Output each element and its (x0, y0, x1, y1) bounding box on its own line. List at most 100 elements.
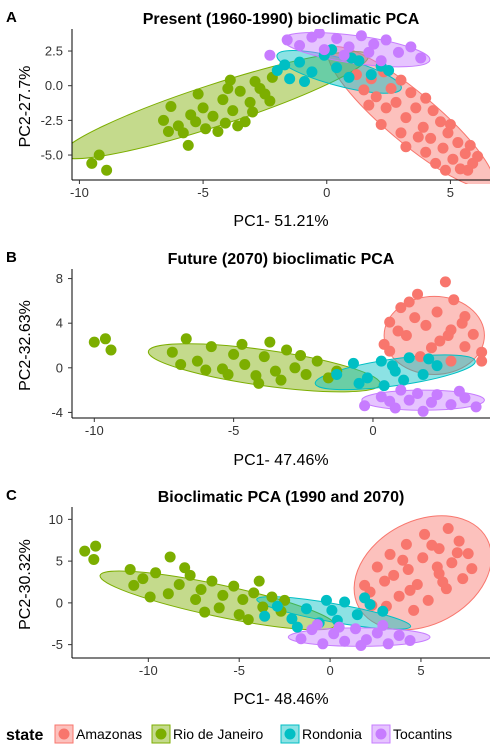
x-tick-label: -10 (70, 185, 89, 200)
y-tick-label: 5 (56, 554, 63, 569)
point-rondonia (361, 372, 373, 384)
point-amazonas (363, 99, 375, 111)
panel-label: B (6, 249, 17, 266)
point-tocantins (375, 55, 387, 67)
point-amazonas (390, 96, 402, 108)
point-rio-de-janeiro (190, 116, 202, 128)
point-rio-de-janeiro (237, 594, 249, 606)
point-amazonas (476, 346, 488, 358)
point-tocantins (403, 394, 415, 406)
point-amazonas (388, 569, 400, 581)
point-rondonia (417, 369, 429, 380)
point-tocantins (355, 639, 367, 651)
point-rondonia (351, 609, 363, 621)
point-tocantins (264, 49, 276, 61)
point-rio-de-janeiro (234, 85, 246, 97)
point-amazonas (375, 119, 387, 131)
point-rio-de-janeiro (219, 117, 231, 129)
point-rio-de-janeiro (222, 369, 234, 380)
point-tocantins (417, 405, 429, 417)
point-rio-de-janeiro (233, 609, 245, 621)
point-amazonas (420, 319, 432, 331)
point-tocantins (363, 46, 375, 58)
point-tocantins (368, 38, 380, 50)
point-tocantins (425, 396, 437, 408)
point-tocantins (393, 629, 405, 641)
point-amazonas (439, 276, 451, 288)
point-rio-de-janeiro (162, 588, 174, 600)
point-rio-de-janeiro (244, 96, 256, 108)
point-amazonas (425, 132, 437, 144)
point-rondonia (377, 605, 389, 617)
panel-label: C (6, 487, 17, 504)
point-rio-de-janeiro (212, 125, 224, 137)
point-tocantins (355, 30, 367, 42)
point-rio-de-janeiro (207, 110, 219, 122)
point-rio-de-janeiro (266, 591, 278, 603)
point-tocantins (359, 400, 371, 412)
x-axis-title: PC1- 51.21% (233, 213, 328, 230)
legend-title: state (6, 727, 43, 744)
point-rio-de-janeiro (158, 114, 170, 126)
point-amazonas (420, 92, 432, 104)
point-amazonas (392, 325, 404, 337)
point-tocantins (470, 401, 482, 413)
point-rio-de-janeiro (177, 127, 189, 139)
point-rio-de-janeiro (179, 562, 191, 574)
point-rio-de-janeiro (248, 587, 260, 599)
point-amazonas (462, 164, 474, 176)
point-amazonas (442, 523, 454, 535)
point-rio-de-janeiro (228, 580, 240, 592)
point-rondonia (331, 369, 343, 380)
point-tocantins (445, 399, 457, 411)
legend-label: Rio de Janeiro (173, 726, 263, 742)
point-rio-de-janeiro (236, 338, 248, 350)
panel-label: A (6, 9, 17, 26)
point-rio-de-janeiro (200, 364, 212, 376)
chart-title: Present (1960-1990) bioclimatic PCA (143, 11, 420, 28)
panel-a: A Present (1960-1990) bioclimatic PCA -10 -… (6, 9, 490, 230)
point-rondonia (365, 69, 377, 81)
point-rio-de-janeiro (88, 553, 100, 565)
point-rondonia (259, 610, 271, 622)
point-rio-de-janeiro (150, 567, 162, 579)
legend-key-point (375, 728, 387, 740)
point-rondonia (331, 62, 343, 74)
panel-c: C Bioclimatic PCA (1990 and 2070) -10 -5 0 5 -… (6, 487, 490, 708)
panel-b: B Future (2070) bioclimatic PCA -10 -5 0 -4 0 4… (6, 249, 490, 469)
point-rio-de-janeiro (180, 333, 192, 345)
point-rio-de-janeiro (206, 575, 218, 587)
y-axis-title: PC2-30.32% (17, 539, 34, 630)
point-tocantins (343, 41, 355, 53)
point-tocantins (382, 638, 394, 650)
point-rondonia (386, 360, 398, 372)
point-rio-de-janeiro (166, 346, 178, 358)
point-rio-de-janeiro (144, 591, 156, 603)
point-rondonia (403, 352, 415, 364)
point-amazonas (442, 127, 454, 139)
point-rio-de-janeiro (217, 589, 229, 601)
point-tocantins (331, 33, 343, 45)
legend: state Amazonas Rio de Janeiro Rondonia Tocan… (6, 724, 452, 744)
point-tocantins (311, 619, 323, 631)
point-rio-de-janeiro (264, 95, 276, 107)
point-amazonas (417, 121, 429, 133)
point-amazonas (425, 342, 437, 354)
legend-label: Tocantins (393, 726, 452, 742)
point-rio-de-janeiro (195, 584, 207, 596)
point-amazonas (453, 535, 465, 547)
point-tocantins (415, 52, 427, 64)
chart-title: Future (2070) bioclimatic PCA (168, 251, 395, 268)
point-rio-de-janeiro (137, 573, 149, 585)
x-tick-label: 0 (323, 185, 330, 200)
point-rio-de-janeiro (173, 579, 185, 590)
y-tick-label: -5.0 (41, 148, 63, 163)
point-rondonia (271, 600, 283, 612)
point-amazonas (426, 539, 438, 551)
point-rio-de-janeiro (101, 164, 113, 176)
point-amazonas (400, 329, 412, 341)
chart-title: Bioclimatic PCA (1990 and 2070) (158, 489, 405, 506)
point-rio-de-janeiro (86, 157, 98, 169)
point-amazonas (459, 341, 471, 353)
